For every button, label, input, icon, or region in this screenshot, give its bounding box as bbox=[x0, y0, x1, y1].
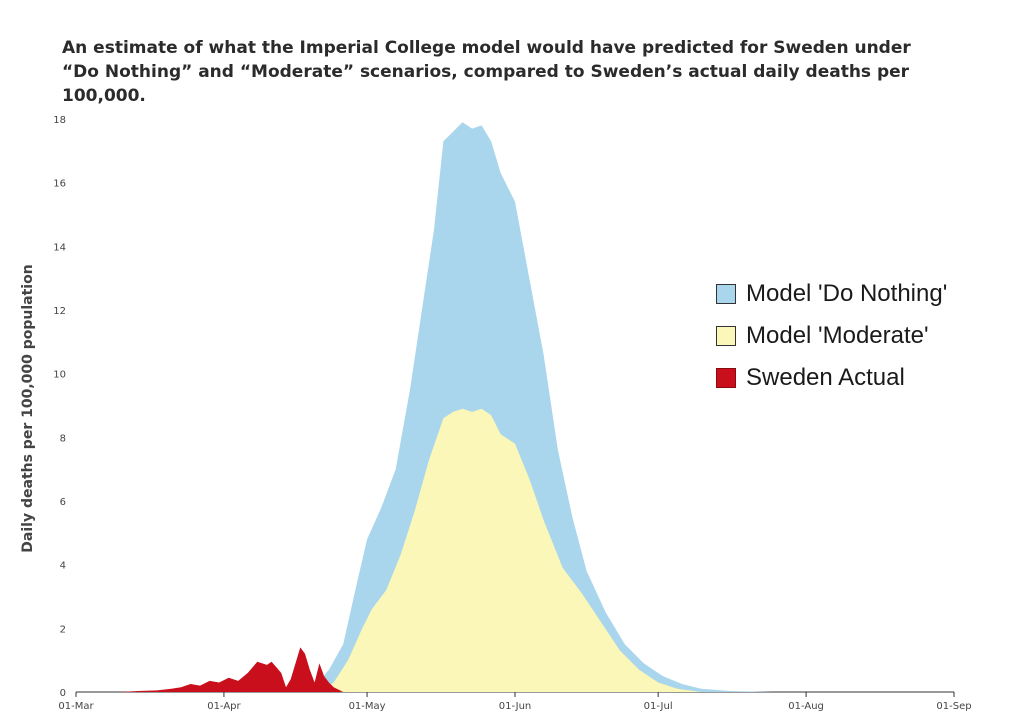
legend-swatch-do-nothing bbox=[716, 284, 736, 304]
legend-swatch-moderate bbox=[716, 326, 736, 346]
legend-item-moderate: Model 'Moderate' bbox=[716, 321, 947, 351]
chart-title-line-1: An estimate of what the Imperial College… bbox=[62, 38, 911, 58]
x-tick-label-01-Aug: 01-Aug bbox=[788, 701, 824, 712]
legend-swatch-sweden-actual bbox=[716, 368, 736, 388]
x-tick-label-01-Mar: 01-Mar bbox=[58, 701, 94, 712]
legend-item-sweden-actual: Sweden Actual bbox=[716, 363, 947, 393]
y-axis-label: Daily deaths per 100,000 population bbox=[20, 264, 36, 552]
x-tick-label-01-Jul: 01-Jul bbox=[644, 701, 673, 712]
y-tick-label-6: 6 bbox=[60, 497, 66, 508]
area-sweden-actual bbox=[118, 647, 344, 692]
y-tick-label-12: 12 bbox=[53, 306, 66, 317]
area-moderate bbox=[319, 408, 702, 692]
y-tick-label-10: 10 bbox=[53, 370, 66, 381]
y-tick-label-4: 4 bbox=[60, 561, 66, 572]
chart-legend: Model 'Do Nothing' Model 'Moderate' Swed… bbox=[716, 279, 947, 405]
x-tick-label-01-May: 01-May bbox=[349, 701, 386, 712]
legend-label-sweden-actual: Sweden Actual bbox=[746, 364, 905, 391]
y-tick-label-0: 0 bbox=[60, 688, 66, 699]
x-tick-label-01-Apr: 01-Apr bbox=[207, 701, 241, 712]
chart-title: An estimate of what the Imperial College… bbox=[62, 36, 962, 108]
legend-label-moderate: Model 'Moderate' bbox=[746, 322, 929, 349]
y-tick-label-8: 8 bbox=[60, 433, 66, 444]
x-tick-label-01-Jun: 01-Jun bbox=[499, 701, 532, 712]
y-tick-label-14: 14 bbox=[53, 242, 66, 253]
legend-label-do-nothing: Model 'Do Nothing' bbox=[746, 280, 948, 307]
chart-title-line-2: “Do Nothing” and “Moderate” scenarios, c… bbox=[62, 62, 910, 106]
legend-item-do-nothing: Model 'Do Nothing' bbox=[716, 279, 947, 309]
y-tick-label-18: 18 bbox=[53, 115, 66, 126]
y-tick-label-2: 2 bbox=[60, 624, 66, 635]
y-tick-label-16: 16 bbox=[53, 179, 66, 190]
x-tick-label-01-Sep: 01-Sep bbox=[936, 701, 971, 712]
